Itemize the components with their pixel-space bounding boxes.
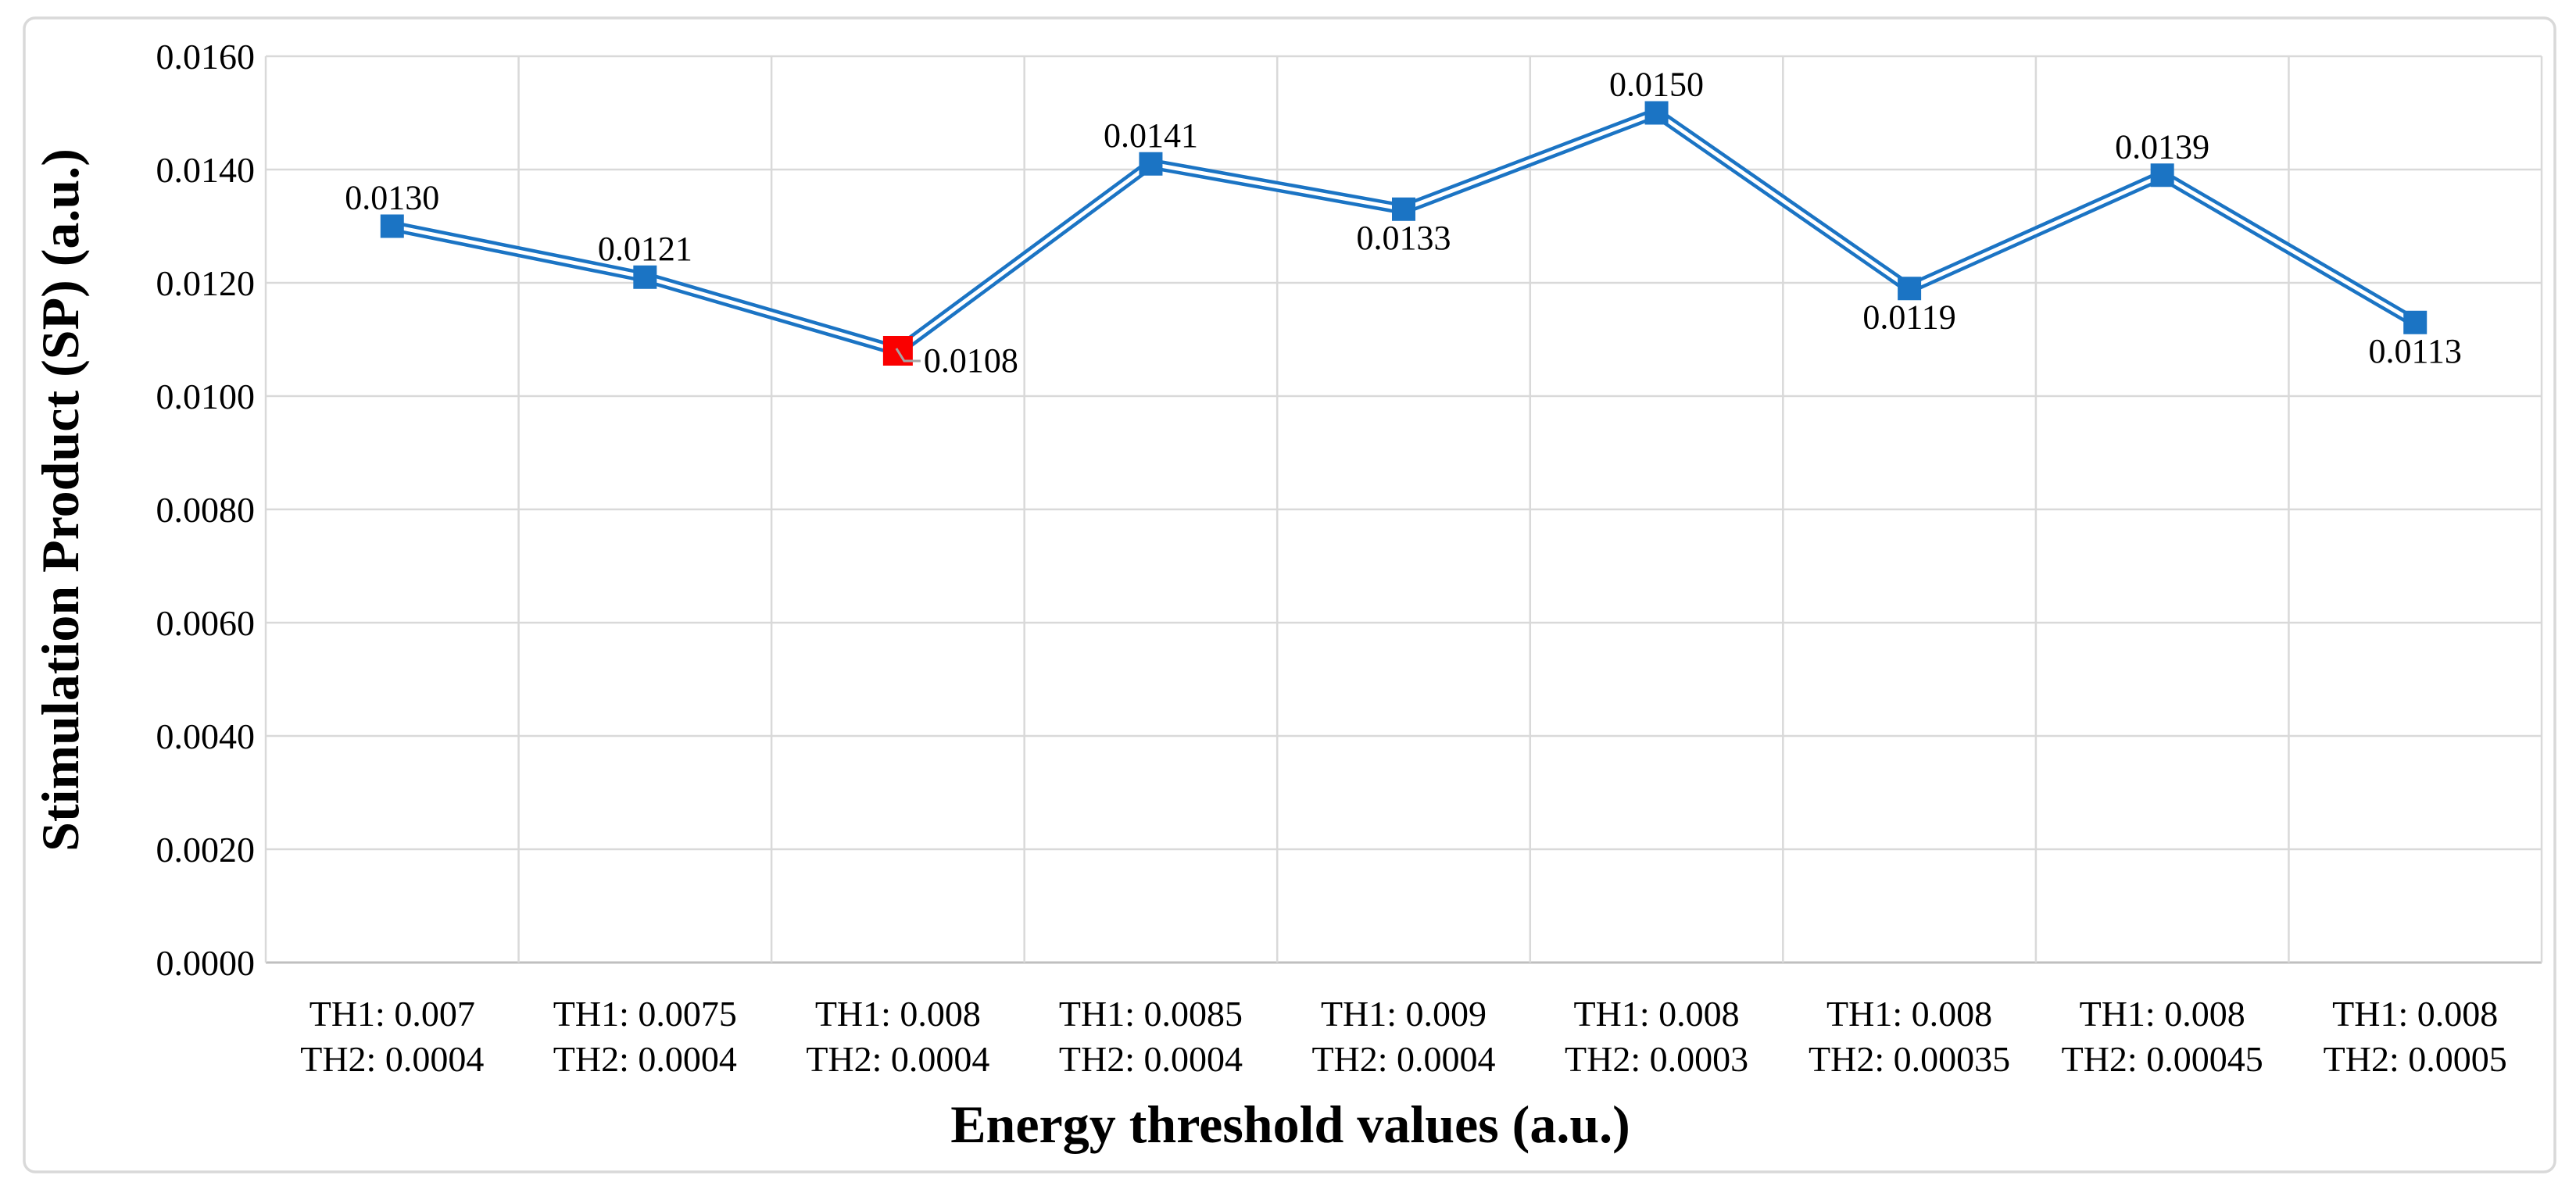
markers-layer xyxy=(380,101,2428,366)
x-tick-label-line1: TH1: 0.0075 xyxy=(553,994,737,1034)
data-point-label: 0.0150 xyxy=(1609,66,1704,104)
y-tick-label: 0.0060 xyxy=(156,603,256,643)
x-tick-label-line2: TH2: 0.0004 xyxy=(806,1039,989,1079)
data-point-marker xyxy=(2150,163,2174,188)
x-tick-label-line2: TH2: 0.0004 xyxy=(1059,1039,1243,1079)
data-point-marker xyxy=(633,265,657,289)
x-tick-label-line2: TH2: 0.0004 xyxy=(553,1039,737,1079)
data-point-marker xyxy=(380,214,404,238)
data-point-label: 0.0139 xyxy=(2115,127,2209,166)
data-point-label: 0.0133 xyxy=(1357,219,1451,257)
x-tick-label-line2: TH2: 0.00045 xyxy=(2062,1039,2263,1079)
y-tick-label: 0.0140 xyxy=(156,150,256,190)
x-tick-label-line2: TH2: 0.0004 xyxy=(1311,1039,1495,1079)
x-tick-label-line2: TH2: 0.0003 xyxy=(1565,1039,1748,1079)
y-axis-title: Stimulation Product (SP) (a.u.) xyxy=(30,148,90,852)
data-point-marker xyxy=(1898,277,1922,301)
data-labels-layer: 0.0130 0.0121 0.0108 0.0141 0.0133 0.0150 0.01… xyxy=(345,66,2462,380)
data-point-label: 0.0119 xyxy=(1862,298,1955,336)
y-tick-label: 0.0000 xyxy=(156,943,256,983)
x-tick-label-line1: TH1: 0.008 xyxy=(1574,994,1740,1034)
data-point-label: 0.0121 xyxy=(598,230,692,268)
x-tick-label-line1: TH1: 0.008 xyxy=(815,994,981,1034)
data-point-marker xyxy=(1644,101,1669,125)
y-tick-label: 0.0020 xyxy=(156,830,256,870)
data-point-label: 0.0108 xyxy=(924,341,1018,380)
x-tick-label-line1: TH1: 0.009 xyxy=(1321,994,1487,1034)
x-tick-label-line1: TH1: 0.0085 xyxy=(1059,994,1243,1034)
y-tick-label: 0.0040 xyxy=(156,716,256,756)
data-point-label: 0.0141 xyxy=(1104,116,1198,155)
y-tick-label: 0.0160 xyxy=(156,37,256,77)
data-point-label: 0.0113 xyxy=(2369,332,2462,370)
data-point-marker xyxy=(1139,152,1163,176)
x-tick-label-line2: TH2: 0.0005 xyxy=(2324,1039,2507,1079)
label-leader-line xyxy=(895,348,921,363)
x-tick-label-line2: TH2: 0.00035 xyxy=(1809,1039,2010,1079)
x-tick-label-line1: TH1: 0.008 xyxy=(2332,994,2498,1034)
data-point-marker xyxy=(1392,197,1415,221)
chart-border xyxy=(23,16,2556,1173)
y-tick-label: 0.0100 xyxy=(156,377,256,416)
x-tick-label-line2: TH2: 0.0004 xyxy=(300,1039,484,1079)
gridlines-layer xyxy=(264,55,2543,964)
x-axis-title: Energy threshold values (a.u.) xyxy=(950,1095,1630,1154)
tick-labels-layer: 0.0000 0.0020 0.0040 0.0060 0.0080 0.0100 0.01… xyxy=(156,37,2507,1079)
data-point-marker xyxy=(2403,310,2428,334)
x-tick-label-line1: TH1: 0.008 xyxy=(1826,994,1992,1034)
x-tick-label-line1: TH1: 0.008 xyxy=(2080,994,2245,1034)
y-tick-label: 0.0120 xyxy=(156,263,256,303)
x-tick-label-line1: TH1: 0.007 xyxy=(309,994,475,1034)
y-tick-label: 0.0080 xyxy=(156,490,256,530)
data-point-label: 0.0130 xyxy=(345,179,439,217)
